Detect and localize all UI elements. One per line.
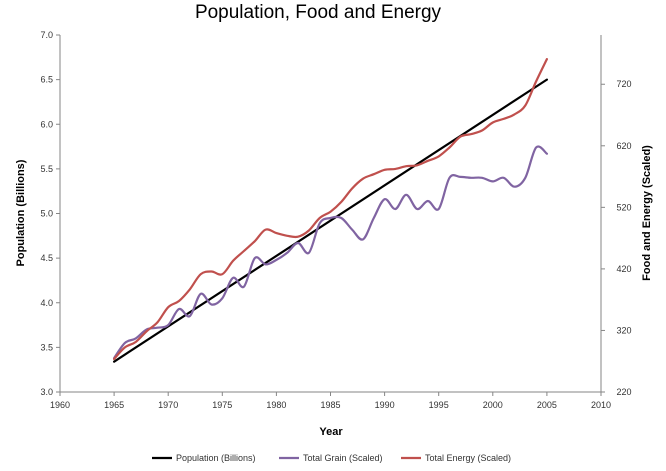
series-layer: [113, 58, 548, 363]
x-tick-label: 1965: [104, 400, 124, 410]
x-tick-label: 1990: [375, 400, 395, 410]
y-tick-label: 4.0: [40, 298, 53, 308]
x-tick-label: 2005: [537, 400, 557, 410]
x-axis-title: Year: [319, 426, 343, 438]
x-tick-label: 1980: [266, 400, 286, 410]
x-tick-label: 1975: [212, 400, 232, 410]
y-tick-label: 5.0: [40, 209, 53, 219]
y2-tick-label: 620: [616, 141, 631, 151]
y2-axis-title: Food and Energy (Scaled): [641, 145, 653, 281]
y-axis-ticks: 3.0 3.5 4.0 4.5 5.0 5.5 6.0 6.5 7.0: [40, 30, 60, 397]
y-tick-label: 6.5: [40, 75, 53, 85]
y-axis-title: Population (Billions): [15, 159, 27, 266]
y-tick-label: 4.5: [40, 253, 53, 263]
chart-title: Population, Food and Energy: [195, 2, 442, 23]
legend: Population (Billions) Total Grain (Scaled…: [152, 453, 511, 463]
legend-label: Total Grain (Scaled): [303, 453, 383, 463]
y2-tick-label: 520: [616, 202, 631, 212]
legend-item: Population (Billions): [152, 453, 256, 463]
y2-tick-label: 320: [616, 325, 631, 335]
y2-tick-label: 220: [616, 387, 631, 397]
energy-line: [113, 58, 548, 361]
legend-label: Total Energy (Scaled): [425, 453, 511, 463]
legend-item: Total Energy (Scaled): [401, 453, 511, 463]
y-tick-label: 7.0: [40, 30, 53, 40]
x-tick-label: 1995: [429, 400, 449, 410]
x-tick-label: 1970: [158, 400, 178, 410]
y2-axis-ticks: 220 320 420 520 620 720: [601, 79, 632, 397]
y-tick-label: 3.0: [40, 387, 53, 397]
y-tick-label: 3.5: [40, 342, 53, 352]
x-tick-label: 1985: [320, 400, 340, 410]
x-tick-label: 2000: [483, 400, 503, 410]
x-axis-ticks: 1960 1965 1970 1975 1980 1985 1990 1995 2000 2005…: [50, 392, 611, 410]
y2-tick-label: 720: [616, 79, 631, 89]
population-line: [113, 78, 548, 363]
y-tick-label: 5.5: [40, 164, 53, 174]
y-tick-label: 6.0: [40, 119, 53, 129]
plot-frame: [59, 35, 602, 393]
grain-line: [113, 145, 548, 360]
legend-label: Population (Billions): [176, 453, 256, 463]
y2-tick-label: 420: [616, 264, 631, 274]
x-tick-label: 2010: [591, 400, 611, 410]
legend-item: Total Grain (Scaled): [279, 453, 383, 463]
x-tick-label: 1960: [50, 400, 70, 410]
